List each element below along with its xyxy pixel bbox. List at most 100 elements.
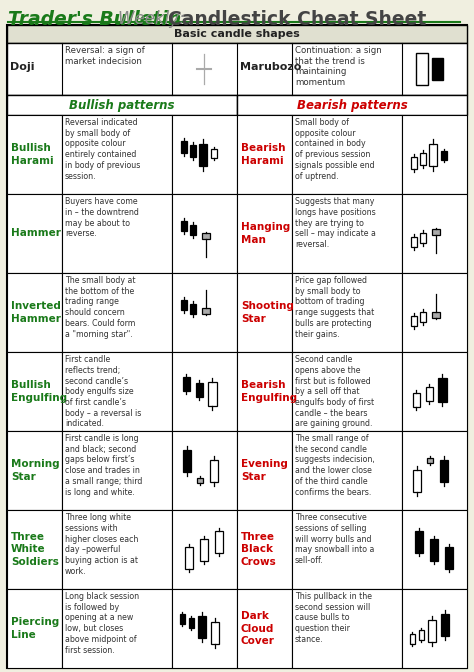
Bar bbox=[411, 237, 418, 247]
Bar bbox=[202, 308, 210, 314]
Text: First candle
reflects trend;
second candle’s
body engulfs size
of first candle’s: First candle reflects trend; second cand… bbox=[65, 355, 141, 429]
Bar bbox=[7, 510, 62, 589]
Text: Three long white
sessions with
higher closes each
day –powerful
buying action is: Three long white sessions with higher cl… bbox=[65, 513, 138, 576]
Bar bbox=[182, 220, 188, 230]
Bar bbox=[180, 614, 185, 624]
Bar bbox=[428, 458, 434, 463]
Bar bbox=[7, 431, 62, 510]
Bar bbox=[62, 352, 172, 431]
Bar bbox=[420, 153, 427, 165]
Bar bbox=[430, 538, 438, 560]
Bar bbox=[211, 149, 218, 158]
Text: This pullback in the
second session will
cause bulls to
question their
stance.: This pullback in the second session will… bbox=[295, 592, 372, 644]
Bar bbox=[172, 194, 237, 273]
Bar bbox=[410, 634, 415, 644]
Bar bbox=[429, 144, 438, 165]
Text: Marubozo: Marubozo bbox=[240, 62, 301, 72]
Bar bbox=[62, 273, 172, 352]
Text: Hanging
Man: Hanging Man bbox=[241, 222, 290, 245]
Bar bbox=[201, 538, 209, 560]
Bar bbox=[7, 25, 467, 43]
Bar bbox=[216, 530, 224, 552]
Bar bbox=[402, 352, 467, 431]
Bar bbox=[183, 450, 191, 472]
Text: Morning
Star: Morning Star bbox=[11, 459, 60, 482]
Bar bbox=[211, 622, 219, 644]
Bar bbox=[402, 431, 467, 510]
Bar bbox=[237, 194, 292, 273]
Bar bbox=[417, 53, 428, 85]
Bar bbox=[62, 589, 172, 668]
Bar bbox=[292, 115, 402, 194]
Bar bbox=[441, 614, 449, 636]
Bar bbox=[7, 352, 62, 431]
Bar bbox=[62, 510, 172, 589]
Text: Basic candle shapes: Basic candle shapes bbox=[174, 29, 300, 39]
Bar bbox=[237, 352, 292, 431]
Bar bbox=[172, 589, 237, 668]
Bar bbox=[200, 144, 208, 165]
Text: Continuation: a sign
that the trend is
maintaining
momentum: Continuation: a sign that the trend is m… bbox=[295, 46, 382, 87]
Bar bbox=[420, 312, 427, 321]
Text: Three
Black
Crows: Three Black Crows bbox=[241, 532, 277, 567]
Bar bbox=[7, 43, 467, 95]
Text: Three
White
Soldiers: Three White Soldiers bbox=[11, 532, 59, 567]
Text: Small body of
opposite colour
contained in body
of previous session
signals poss: Small body of opposite colour contained … bbox=[295, 118, 374, 181]
Bar bbox=[237, 589, 292, 668]
Text: Reversal: a sign of
market indecision: Reversal: a sign of market indecision bbox=[65, 46, 145, 66]
Bar bbox=[183, 376, 190, 390]
Bar bbox=[432, 312, 440, 317]
Text: Hammer: Hammer bbox=[11, 228, 61, 239]
Bar bbox=[446, 546, 454, 569]
Text: Price gap followed
by small body to
bottom of trading
range suggests that
bulls : Price gap followed by small body to bott… bbox=[295, 276, 374, 339]
Bar bbox=[172, 273, 237, 352]
Bar bbox=[198, 478, 203, 483]
Text: Weekly:: Weekly: bbox=[118, 10, 190, 28]
Bar bbox=[416, 530, 423, 552]
Bar bbox=[402, 510, 467, 589]
Bar bbox=[411, 315, 418, 325]
Text: Piercing
Line: Piercing Line bbox=[11, 618, 59, 640]
Bar bbox=[199, 616, 207, 638]
Text: Buyers have come
in – the downtrend
may be about to
reverse.: Buyers have come in – the downtrend may … bbox=[65, 197, 139, 239]
Bar bbox=[202, 233, 210, 239]
Text: The small body at
the bottom of the
trading range
should concern
bears. Could fo: The small body at the bottom of the trad… bbox=[65, 276, 136, 339]
Bar bbox=[411, 157, 418, 169]
Text: Second candle
opens above the
first but is followed
by a sell off that
engulfs b: Second candle opens above the first but … bbox=[295, 355, 374, 429]
Bar bbox=[402, 273, 467, 352]
Bar bbox=[402, 589, 467, 668]
Bar bbox=[292, 510, 402, 589]
Bar bbox=[292, 589, 402, 668]
Text: Shooting
Star: Shooting Star bbox=[241, 301, 294, 324]
Bar bbox=[402, 194, 467, 273]
Bar bbox=[172, 431, 237, 510]
Text: Doji: Doji bbox=[10, 62, 35, 72]
Bar bbox=[292, 194, 402, 273]
Bar bbox=[428, 620, 437, 642]
Bar bbox=[7, 589, 62, 668]
Bar bbox=[237, 115, 292, 194]
Bar bbox=[432, 58, 444, 80]
Bar bbox=[191, 144, 197, 157]
Bar bbox=[182, 300, 188, 310]
Bar bbox=[441, 151, 447, 160]
Bar bbox=[7, 273, 62, 352]
Bar bbox=[191, 224, 197, 235]
Bar bbox=[440, 460, 448, 482]
Bar bbox=[413, 392, 420, 407]
Text: Three consecutive
sessions of selling
will worry bulls and
may snowball into a
s: Three consecutive sessions of selling wi… bbox=[295, 513, 374, 565]
Bar bbox=[413, 470, 421, 491]
Bar bbox=[196, 382, 203, 396]
Bar bbox=[292, 273, 402, 352]
Bar bbox=[237, 510, 292, 589]
Text: Inverted
Hammer: Inverted Hammer bbox=[11, 301, 61, 324]
Bar bbox=[292, 352, 402, 431]
Bar bbox=[402, 115, 467, 194]
Text: Bullish patterns: Bullish patterns bbox=[69, 99, 175, 112]
Bar bbox=[292, 431, 402, 510]
Text: Bullish
Engulfing: Bullish Engulfing bbox=[11, 380, 67, 403]
Text: Bearish patterns: Bearish patterns bbox=[297, 99, 407, 112]
Bar bbox=[237, 95, 467, 115]
Bar bbox=[62, 431, 172, 510]
Text: Bullish
Harami: Bullish Harami bbox=[11, 143, 54, 166]
